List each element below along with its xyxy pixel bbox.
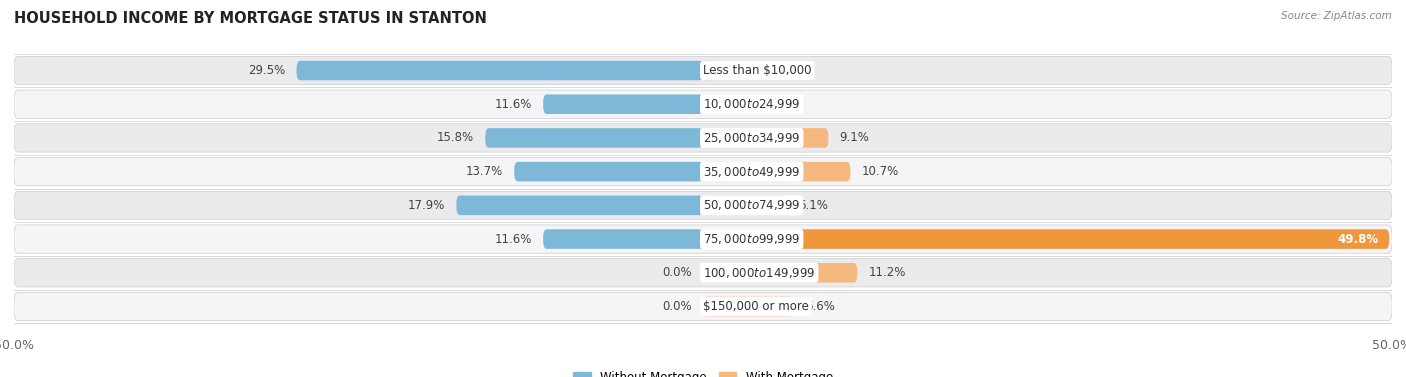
Text: 13.7%: 13.7%	[465, 165, 503, 178]
FancyBboxPatch shape	[14, 90, 1392, 118]
FancyBboxPatch shape	[703, 229, 1389, 249]
FancyBboxPatch shape	[14, 57, 1392, 85]
Text: 9.1%: 9.1%	[839, 132, 869, 144]
FancyBboxPatch shape	[14, 158, 1392, 186]
Text: 15.8%: 15.8%	[437, 132, 474, 144]
FancyBboxPatch shape	[485, 128, 703, 148]
Text: $100,000 to $149,999: $100,000 to $149,999	[703, 266, 815, 280]
Text: $35,000 to $49,999: $35,000 to $49,999	[703, 165, 800, 179]
FancyBboxPatch shape	[543, 229, 703, 249]
Text: 1.0%: 1.0%	[728, 64, 758, 77]
Text: 11.6%: 11.6%	[495, 233, 531, 245]
Text: 0.0%: 0.0%	[714, 98, 744, 111]
FancyBboxPatch shape	[14, 124, 1392, 152]
FancyBboxPatch shape	[14, 191, 1392, 219]
Text: $10,000 to $24,999: $10,000 to $24,999	[703, 97, 800, 111]
Legend: Without Mortgage, With Mortgage: Without Mortgage, With Mortgage	[568, 366, 838, 377]
Text: $25,000 to $34,999: $25,000 to $34,999	[703, 131, 800, 145]
Text: 49.8%: 49.8%	[1337, 233, 1378, 245]
Text: Less than $10,000: Less than $10,000	[703, 64, 811, 77]
FancyBboxPatch shape	[457, 196, 703, 215]
Text: Source: ZipAtlas.com: Source: ZipAtlas.com	[1281, 11, 1392, 21]
Text: $50,000 to $74,999: $50,000 to $74,999	[703, 198, 800, 212]
Text: 17.9%: 17.9%	[408, 199, 446, 212]
Text: 29.5%: 29.5%	[249, 64, 285, 77]
FancyBboxPatch shape	[14, 225, 1392, 253]
Text: 6.1%: 6.1%	[799, 199, 828, 212]
FancyBboxPatch shape	[14, 292, 1392, 320]
Text: 0.0%: 0.0%	[662, 266, 692, 279]
Text: $75,000 to $99,999: $75,000 to $99,999	[703, 232, 800, 246]
FancyBboxPatch shape	[703, 128, 828, 148]
FancyBboxPatch shape	[703, 61, 717, 80]
Text: HOUSEHOLD INCOME BY MORTGAGE STATUS IN STANTON: HOUSEHOLD INCOME BY MORTGAGE STATUS IN S…	[14, 11, 486, 26]
FancyBboxPatch shape	[703, 297, 794, 316]
Text: 11.6%: 11.6%	[495, 98, 531, 111]
Text: 0.0%: 0.0%	[662, 300, 692, 313]
FancyBboxPatch shape	[703, 162, 851, 181]
Text: 10.7%: 10.7%	[862, 165, 898, 178]
FancyBboxPatch shape	[543, 95, 703, 114]
Text: 6.6%: 6.6%	[806, 300, 835, 313]
Text: 11.2%: 11.2%	[869, 266, 905, 279]
FancyBboxPatch shape	[14, 259, 1392, 287]
FancyBboxPatch shape	[515, 162, 703, 181]
Text: $150,000 or more: $150,000 or more	[703, 300, 808, 313]
FancyBboxPatch shape	[297, 61, 703, 80]
FancyBboxPatch shape	[703, 263, 858, 282]
FancyBboxPatch shape	[703, 196, 787, 215]
